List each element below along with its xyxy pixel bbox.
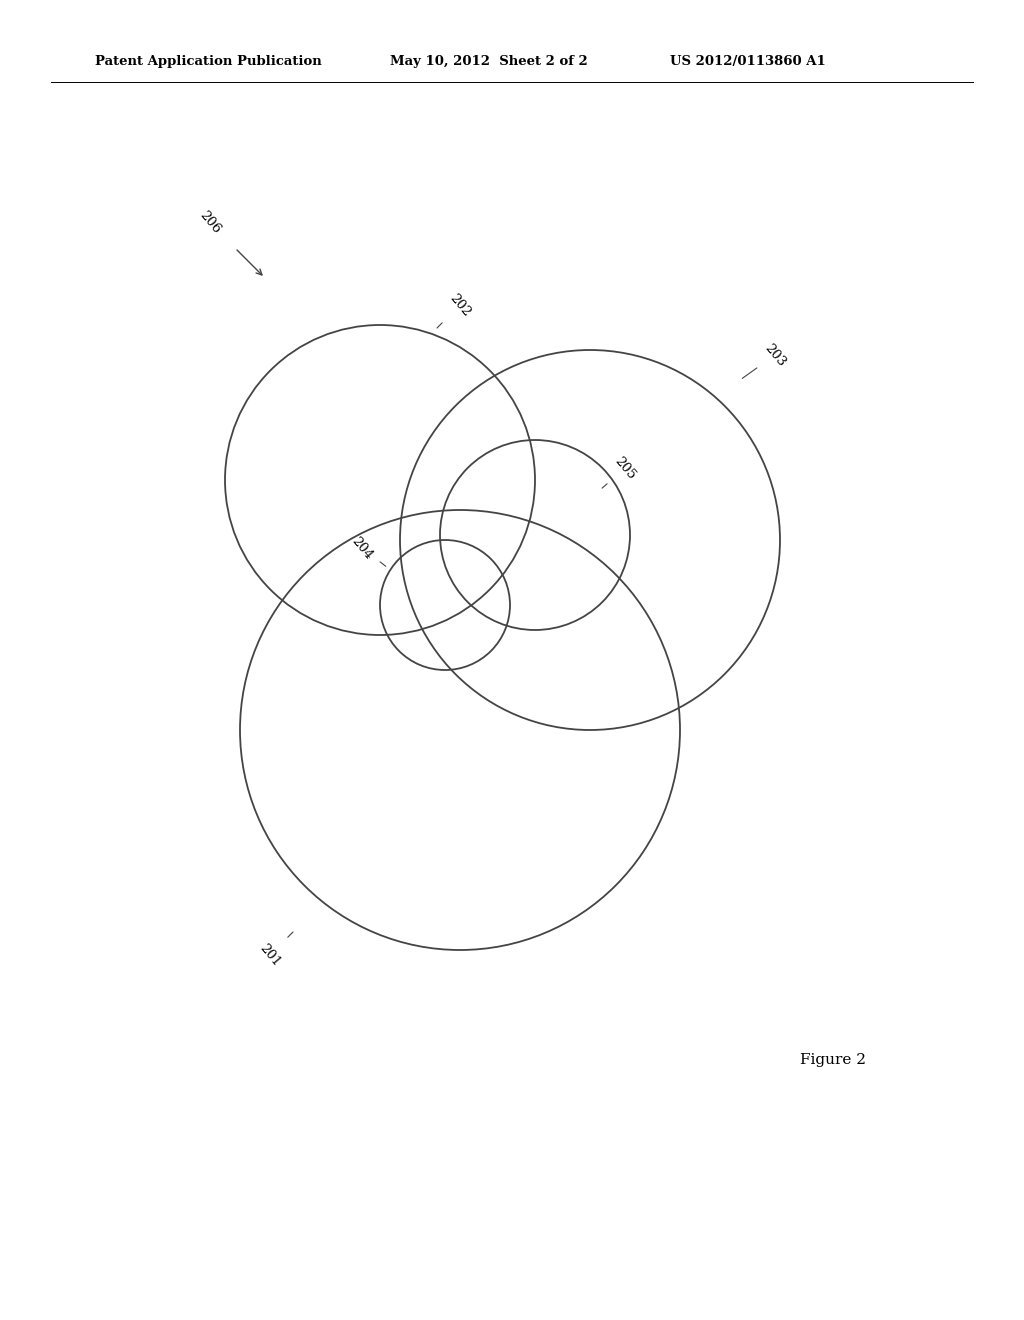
- Text: US 2012/0113860 A1: US 2012/0113860 A1: [670, 55, 825, 69]
- Text: May 10, 2012  Sheet 2 of 2: May 10, 2012 Sheet 2 of 2: [390, 55, 588, 69]
- Text: 206: 206: [197, 209, 223, 236]
- Text: Figure 2: Figure 2: [800, 1053, 866, 1067]
- Text: 203: 203: [742, 341, 788, 379]
- Text: Patent Application Publication: Patent Application Publication: [95, 55, 322, 69]
- Text: 202: 202: [437, 292, 473, 329]
- Text: 205: 205: [602, 454, 638, 488]
- Text: 201: 201: [257, 932, 293, 969]
- Text: 204: 204: [349, 535, 386, 566]
